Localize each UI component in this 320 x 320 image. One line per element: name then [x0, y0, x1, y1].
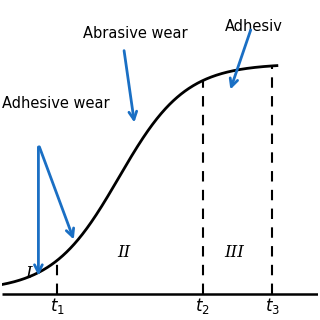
Text: Adhesive wear: Adhesive wear [2, 96, 110, 111]
Text: $t_3$: $t_3$ [265, 296, 280, 316]
Text: Abrasive wear: Abrasive wear [83, 26, 187, 41]
Text: III: III [224, 244, 244, 261]
Text: $t_2$: $t_2$ [195, 296, 210, 316]
Text: II: II [117, 244, 130, 261]
Text: $t_1$: $t_1$ [50, 296, 65, 316]
Text: I: I [26, 265, 32, 282]
Text: Adhesiv: Adhesiv [225, 20, 283, 35]
